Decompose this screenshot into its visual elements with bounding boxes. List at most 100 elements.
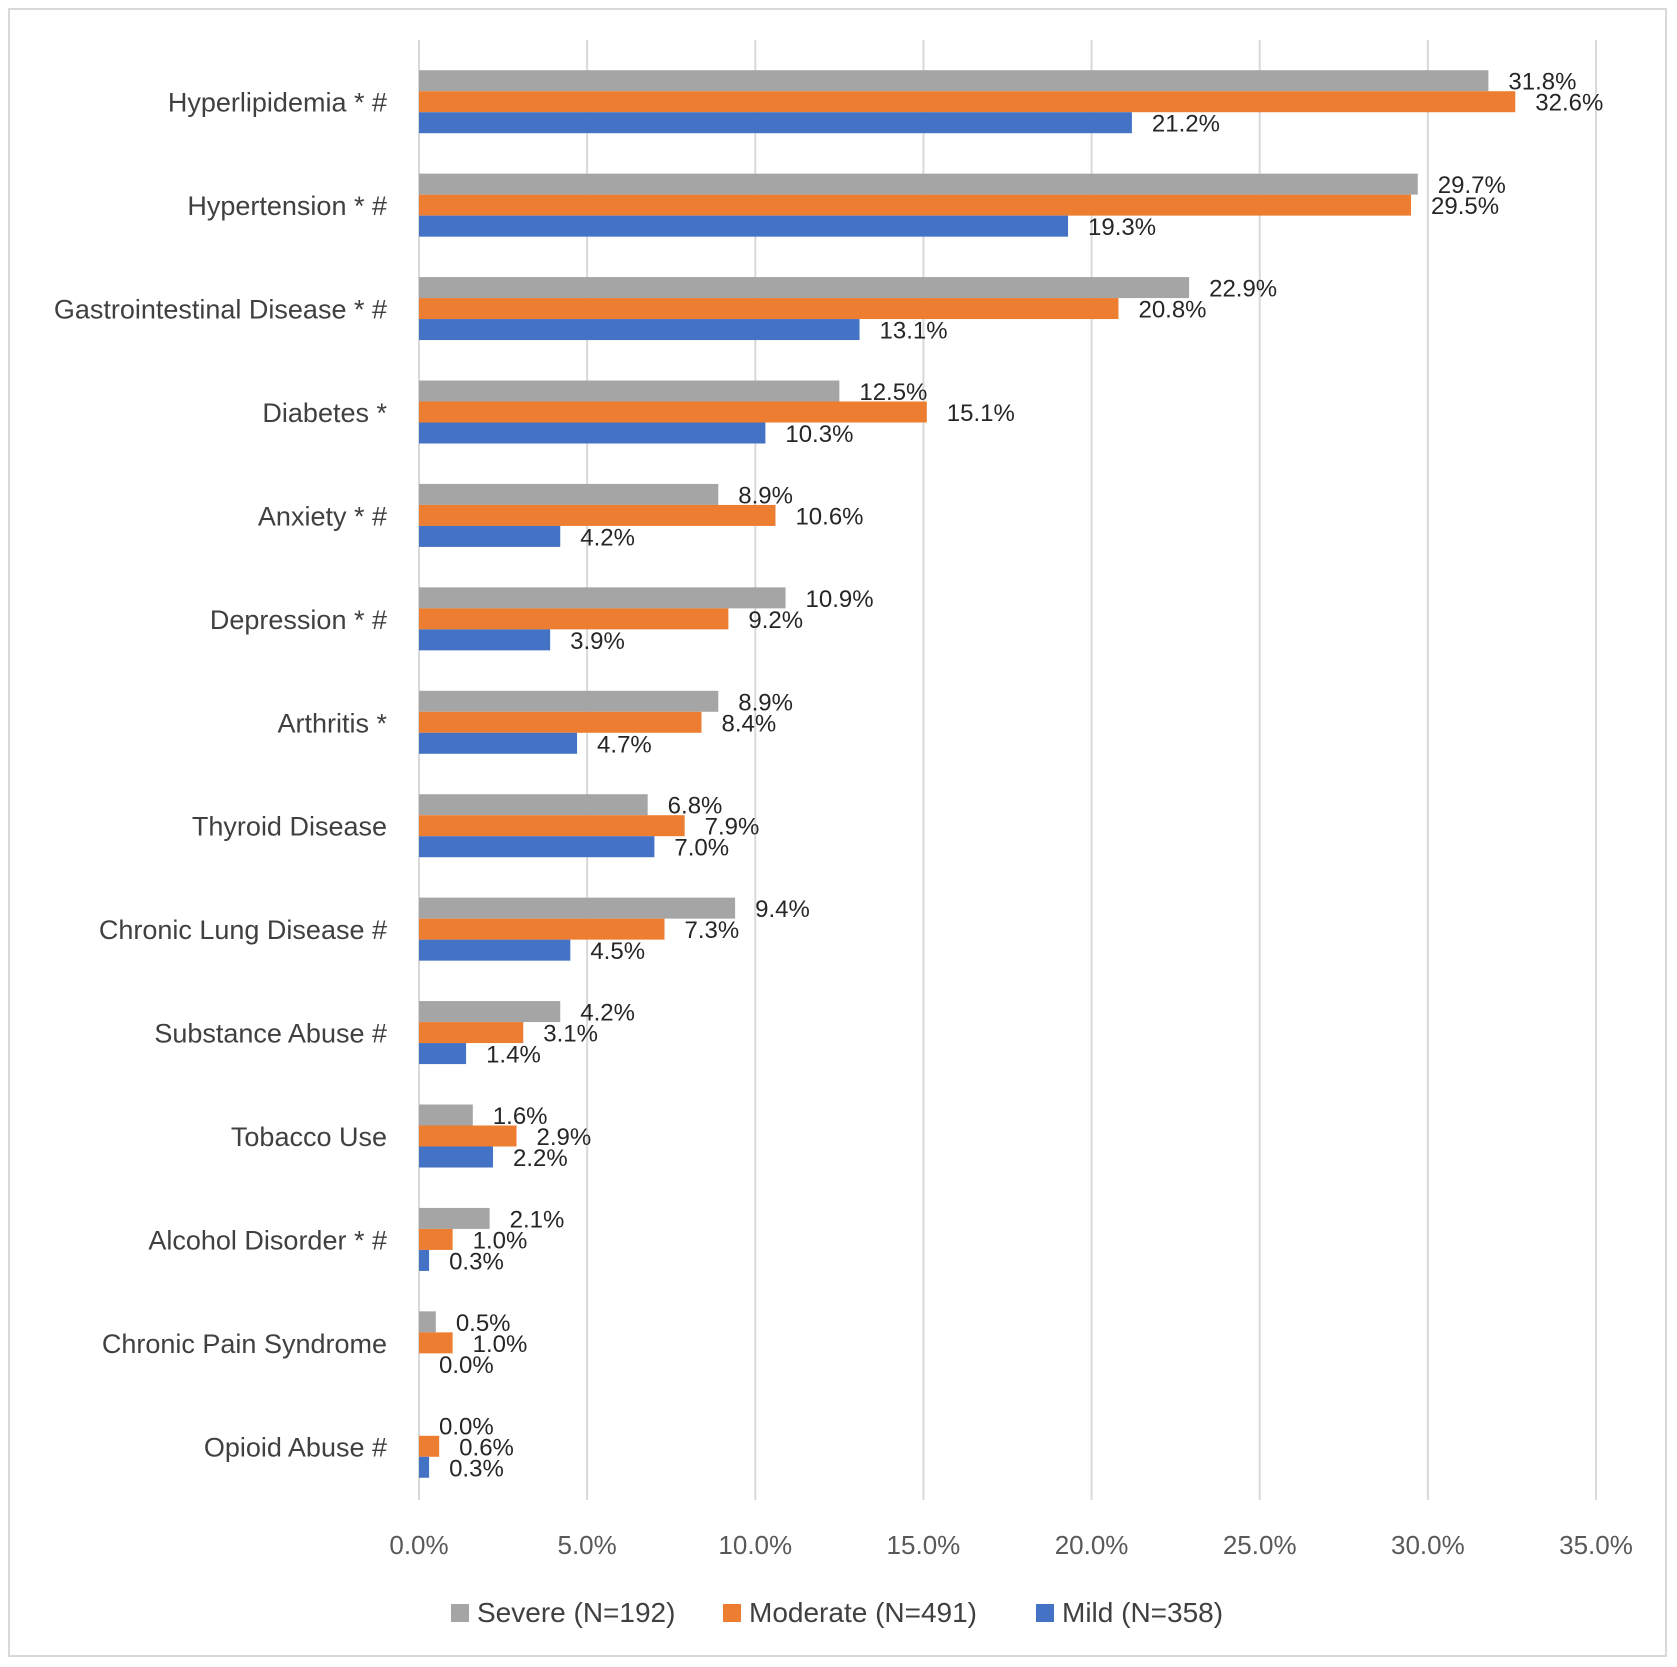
bar-severe[interactable]: [419, 794, 648, 816]
bar-mild[interactable]: [419, 1249, 430, 1271]
data-label: 15.1%: [947, 400, 1015, 427]
category-label: Depression * #: [210, 605, 387, 635]
value-labels: 31.8%32.6% 21.2% 29.7%29.5% 19.3% 22.9%20.8%…: [439, 69, 1603, 1483]
bar-moderate[interactable]: [419, 815, 685, 837]
bar-mild[interactable]: [419, 525, 561, 547]
legend-label[interactable]: Severe (N=192): [477, 1597, 675, 1628]
bar-mild[interactable]: [419, 732, 578, 754]
data-label: 29.7%: [1438, 172, 1506, 199]
bar-moderate[interactable]: [419, 1332, 453, 1354]
gridlines: [418, 40, 1597, 1500]
data-label: 0.0%: [439, 1413, 494, 1440]
data-label: 10.9%: [806, 586, 874, 613]
bar-moderate[interactable]: [419, 401, 927, 423]
bar-mild[interactable]: [419, 1043, 467, 1065]
data-label: 6.8%: [668, 793, 723, 820]
category-label: Hyperlipidemia * #: [168, 88, 387, 118]
bar-mild[interactable]: [419, 939, 571, 961]
data-label: 21.2%: [1152, 111, 1220, 138]
x-tick-label: 0.0%: [389, 1530, 448, 1560]
legend[interactable]: Severe (N=192) Moderate (N=491) Mild (N=35…: [451, 1597, 1223, 1628]
x-tick-label: 25.0%: [1223, 1530, 1297, 1560]
data-label: 9.4%: [755, 896, 810, 923]
legend-swatch: [451, 1604, 469, 1622]
bar-moderate[interactable]: [419, 504, 776, 526]
data-label: 1.0%: [473, 1331, 528, 1358]
legend-label[interactable]: Mild (N=358): [1062, 1597, 1223, 1628]
bar-severe[interactable]: [419, 1001, 561, 1023]
category-label: Chronic Pain Syndrome: [102, 1329, 387, 1359]
x-tick-label: 35.0%: [1559, 1530, 1633, 1560]
bar-severe[interactable]: [419, 70, 1489, 92]
x-tick-label: 10.0%: [718, 1530, 792, 1560]
bar-severe[interactable]: [419, 277, 1190, 299]
data-label: 1.4%: [486, 1042, 541, 1069]
category-label: Opioid Abuse #: [204, 1432, 387, 1462]
data-label: 4.5%: [590, 938, 645, 965]
x-tick-label: 5.0%: [558, 1530, 617, 1560]
bar-severe[interactable]: [419, 1207, 490, 1229]
legend-swatch: [723, 1604, 741, 1622]
data-label: 32.6%: [1535, 90, 1603, 117]
bar-mild[interactable]: [419, 215, 1069, 237]
bar-mild[interactable]: [419, 319, 860, 341]
category-label: Substance Abuse #: [154, 1019, 387, 1049]
data-label: 4.2%: [580, 1000, 635, 1027]
data-label: 3.9%: [570, 628, 625, 655]
bar-severe[interactable]: [419, 1311, 436, 1333]
data-label: 2.1%: [510, 1206, 565, 1233]
bar-severe[interactable]: [419, 483, 719, 505]
data-label: 8.9%: [738, 482, 793, 509]
bar-severe[interactable]: [419, 690, 719, 712]
data-label: 4.7%: [597, 731, 652, 758]
bar-moderate[interactable]: [419, 1435, 440, 1457]
data-label: 29.5%: [1431, 193, 1499, 220]
bar-severe[interactable]: [419, 380, 840, 402]
bar-mild[interactable]: [419, 1146, 493, 1168]
x-tick-label: 15.0%: [887, 1530, 961, 1560]
data-label: 7.0%: [674, 835, 729, 862]
data-label: 12.5%: [859, 379, 927, 406]
data-label: 1.0%: [473, 1227, 528, 1254]
bar-mild[interactable]: [419, 1456, 430, 1478]
bar-severe[interactable]: [419, 1104, 473, 1126]
data-label: 0.0%: [439, 1352, 494, 1379]
bar-severe[interactable]: [419, 173, 1418, 195]
bar-mild[interactable]: [419, 629, 551, 651]
bar-mild[interactable]: [419, 836, 655, 858]
bar-moderate[interactable]: [419, 91, 1516, 113]
data-label: 7.9%: [705, 814, 760, 841]
data-label: 0.3%: [449, 1455, 504, 1482]
category-labels: Hyperlipidemia * # Hypertension * # Gastro…: [54, 88, 388, 1463]
x-tick-label: 20.0%: [1055, 1530, 1129, 1560]
bar-moderate[interactable]: [419, 711, 702, 733]
legend-label[interactable]: Moderate (N=491): [749, 1597, 977, 1628]
data-label: 7.3%: [684, 917, 739, 944]
bar-moderate[interactable]: [419, 194, 1412, 216]
data-label: 2.2%: [513, 1145, 568, 1172]
bar-moderate[interactable]: [419, 608, 729, 630]
category-label: Hypertension * #: [187, 191, 387, 221]
bar-severe[interactable]: [419, 897, 736, 919]
data-label: 8.9%: [738, 689, 793, 716]
data-label: 4.2%: [580, 524, 635, 551]
bar-moderate[interactable]: [419, 918, 665, 940]
bar-moderate[interactable]: [419, 1125, 517, 1147]
category-label: Chronic Lung Disease #: [99, 915, 387, 945]
data-label: 3.1%: [543, 1021, 598, 1048]
bar-moderate[interactable]: [419, 298, 1119, 320]
category-label: Thyroid Disease: [192, 812, 387, 842]
bar-moderate[interactable]: [419, 1022, 524, 1044]
bar-moderate[interactable]: [419, 1228, 453, 1250]
bar-severe[interactable]: [419, 587, 786, 609]
bar-mild[interactable]: [419, 422, 766, 444]
data-label: 19.3%: [1088, 214, 1156, 241]
data-label: 9.2%: [748, 607, 803, 634]
category-label: Anxiety * #: [258, 501, 387, 531]
category-label: Arthritis *: [277, 708, 387, 738]
bar-mild[interactable]: [419, 112, 1132, 134]
category-label: Diabetes *: [262, 398, 387, 428]
data-label: 1.6%: [493, 1103, 548, 1130]
data-label: 13.1%: [880, 318, 948, 345]
